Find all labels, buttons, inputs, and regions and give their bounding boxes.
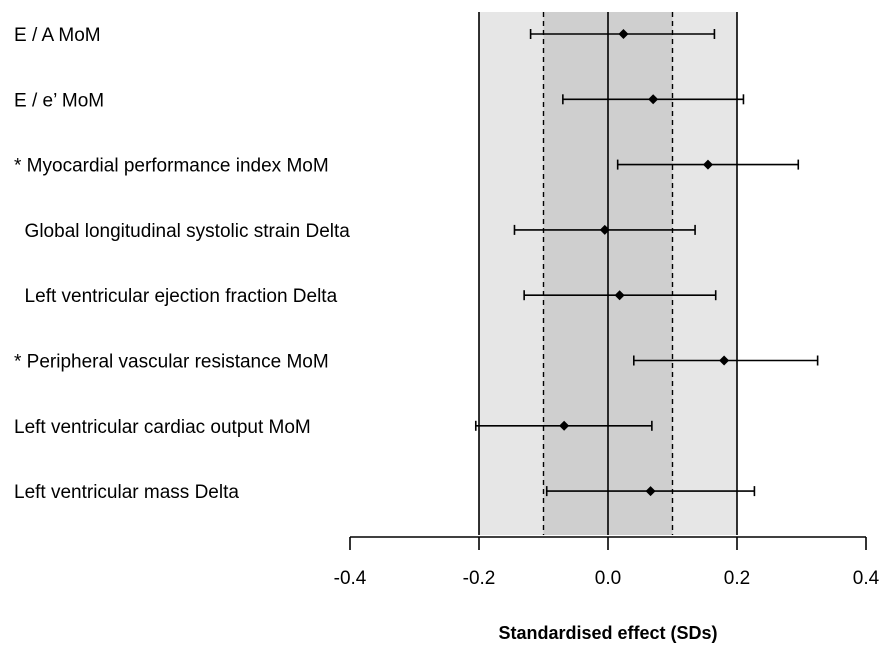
x-tick-label: -0.2 bbox=[463, 568, 496, 589]
row-1: E / e’ MoM bbox=[14, 90, 745, 111]
point-estimate bbox=[648, 94, 659, 105]
point-estimate bbox=[614, 290, 625, 301]
point-estimate bbox=[702, 159, 713, 170]
row-label: * Myocardial performance index MoM bbox=[14, 156, 329, 177]
row-label: Left ventricular mass Delta bbox=[14, 482, 239, 503]
row-label: Left ventricular ejection fraction Delta bbox=[14, 286, 338, 307]
point-estimate bbox=[599, 224, 610, 235]
point-estimate bbox=[645, 486, 656, 497]
row-label: Left ventricular cardiac output MoM bbox=[14, 417, 311, 438]
row-label: Global longitudinal systolic strain Delt… bbox=[14, 221, 350, 242]
x-tick-label: -0.4 bbox=[334, 568, 367, 589]
row-label: E / e’ MoM bbox=[14, 90, 104, 111]
row-7: Left ventricular mass Delta bbox=[14, 482, 756, 503]
x-tick-label: 0.4 bbox=[853, 568, 879, 589]
row-label: E / A MoM bbox=[14, 25, 101, 46]
row-5: * Peripheral vascular resistance MoM bbox=[14, 352, 819, 373]
row-6: Left ventricular cardiac output MoM bbox=[14, 417, 653, 438]
x-axis-title: Standardised effect (SDs) bbox=[498, 623, 717, 643]
row-2: * Myocardial performance index MoM bbox=[14, 156, 800, 177]
row-4: Left ventricular ejection fraction Delta bbox=[14, 286, 717, 307]
point-estimate bbox=[719, 355, 730, 366]
row-label: * Peripheral vascular resistance MoM bbox=[14, 352, 329, 373]
row-3: Global longitudinal systolic strain Delt… bbox=[14, 221, 696, 242]
row-0: E / A MoM bbox=[14, 25, 716, 46]
x-tick-label: 0.0 bbox=[595, 568, 621, 589]
x-tick-label: 0.2 bbox=[724, 568, 750, 589]
x-axis: -0.4 -0.2 0.0 0.2 0.4 bbox=[334, 536, 879, 589]
reference-lines bbox=[478, 12, 738, 535]
point-estimate bbox=[618, 29, 629, 39]
rows: E / A MoM E / e’ MoM * Myocardial performa… bbox=[14, 25, 819, 503]
point-estimate bbox=[559, 420, 570, 431]
